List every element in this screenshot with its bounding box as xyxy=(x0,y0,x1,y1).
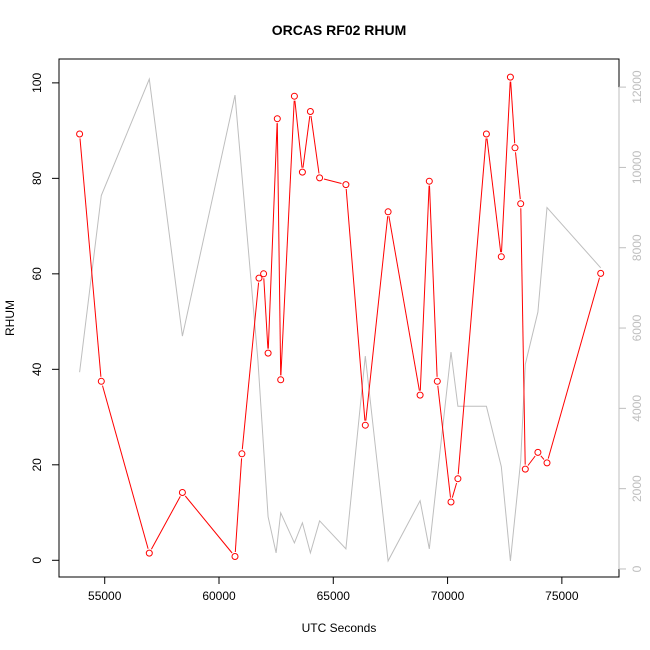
y2-tick-label: 6000 xyxy=(630,314,644,341)
y-axis-left: 0 20 40 60 80 100 xyxy=(30,73,60,564)
data-point xyxy=(178,489,186,496)
primary-series-segment xyxy=(345,188,366,421)
data-point xyxy=(534,448,542,456)
secondary-series-line xyxy=(79,77,602,563)
primary-series-segment xyxy=(419,185,430,391)
y-tick-label: 40 xyxy=(30,362,44,376)
data-point xyxy=(506,73,514,81)
primary-series-segment xyxy=(486,138,502,253)
primary-series-segment xyxy=(527,455,536,466)
primary-series-segment xyxy=(280,100,295,376)
primary-series-segment xyxy=(388,216,420,391)
y-tick-label: 20 xyxy=(30,458,44,472)
data-point xyxy=(76,130,84,138)
data-point xyxy=(290,92,298,100)
data-point xyxy=(316,174,324,182)
y-tick-label: 60 xyxy=(30,267,44,281)
y-tick-label: 0 xyxy=(30,557,44,564)
data-point xyxy=(277,376,285,384)
y2-tick-label: 0 xyxy=(630,565,644,572)
data-point xyxy=(231,553,239,560)
x-tick-label: 60000 xyxy=(202,589,236,603)
primary-series-segment xyxy=(437,385,451,498)
data-point xyxy=(97,377,105,385)
primary-series-segment xyxy=(263,278,269,349)
primary-series-segment xyxy=(294,100,303,168)
primary-series-segment xyxy=(150,496,181,550)
primary-series-segment xyxy=(510,81,516,144)
y-axis-right: 0 2000 4000 6000 8000 10000 12000 xyxy=(618,70,644,572)
primary-series-segment xyxy=(429,185,438,377)
primary-series-segment xyxy=(323,178,342,184)
data-point xyxy=(425,177,433,185)
x-axis-label: UTC Seconds xyxy=(302,621,377,635)
primary-series-segment xyxy=(276,123,282,376)
primary-series-segment xyxy=(79,138,102,377)
data-point xyxy=(361,421,369,429)
data-point xyxy=(416,391,424,399)
data-point xyxy=(597,269,605,277)
chart-title: ORCAS RF02 RHUM xyxy=(272,22,407,38)
data-point xyxy=(264,349,272,357)
y2-tick-label: 10000 xyxy=(630,150,644,184)
data-point xyxy=(511,144,519,152)
primary-series xyxy=(76,73,605,560)
data-point xyxy=(145,549,153,557)
x-tick-label: 70000 xyxy=(431,589,465,603)
secondary-series xyxy=(79,77,602,563)
data-point xyxy=(482,130,490,138)
data-point xyxy=(433,377,441,385)
data-point xyxy=(260,270,268,278)
data-point xyxy=(447,498,455,506)
primary-series-segment xyxy=(365,216,389,421)
y2-tick-label: 8000 xyxy=(630,234,644,261)
y2-tick-label: 12000 xyxy=(630,70,644,104)
primary-series-segment xyxy=(520,208,526,465)
primary-series-segment xyxy=(267,123,278,349)
data-point xyxy=(255,274,263,282)
data-point xyxy=(306,108,314,115)
y2-tick-label: 2000 xyxy=(630,475,644,502)
plot-frame xyxy=(58,58,620,578)
data-point xyxy=(384,208,392,216)
primary-series-segment xyxy=(540,455,545,460)
data-point xyxy=(543,459,551,467)
y-tick-label: 100 xyxy=(30,73,44,93)
primary-series-segment xyxy=(234,458,243,553)
data-point xyxy=(342,181,350,189)
x-tick-label: 65000 xyxy=(317,589,351,603)
data-point xyxy=(517,200,525,208)
x-tick-label: 55000 xyxy=(88,589,122,603)
primary-series-segment xyxy=(501,81,511,253)
y-axis-label: RHUM xyxy=(3,300,17,336)
data-point xyxy=(521,465,529,473)
x-axis: 55000 60000 65000 70000 75000 xyxy=(88,576,579,603)
primary-series-segment xyxy=(302,115,311,168)
primary-series-segment xyxy=(451,482,458,498)
data-point xyxy=(454,475,462,483)
primary-series-segment xyxy=(515,152,521,200)
data-point xyxy=(298,168,306,176)
primary-series-segment xyxy=(547,277,600,459)
data-point xyxy=(238,450,246,458)
data-point xyxy=(497,253,505,261)
x-tick-label: 75000 xyxy=(545,589,579,603)
y-tick-label: 80 xyxy=(30,171,44,185)
primary-series-segment xyxy=(457,138,487,475)
data-point xyxy=(273,115,281,123)
primary-series-segment xyxy=(102,385,149,549)
primary-series-segment xyxy=(310,115,320,174)
primary-series-segment xyxy=(241,282,260,450)
y2-tick-label: 4000 xyxy=(630,395,644,422)
primary-series-segment xyxy=(184,495,233,554)
